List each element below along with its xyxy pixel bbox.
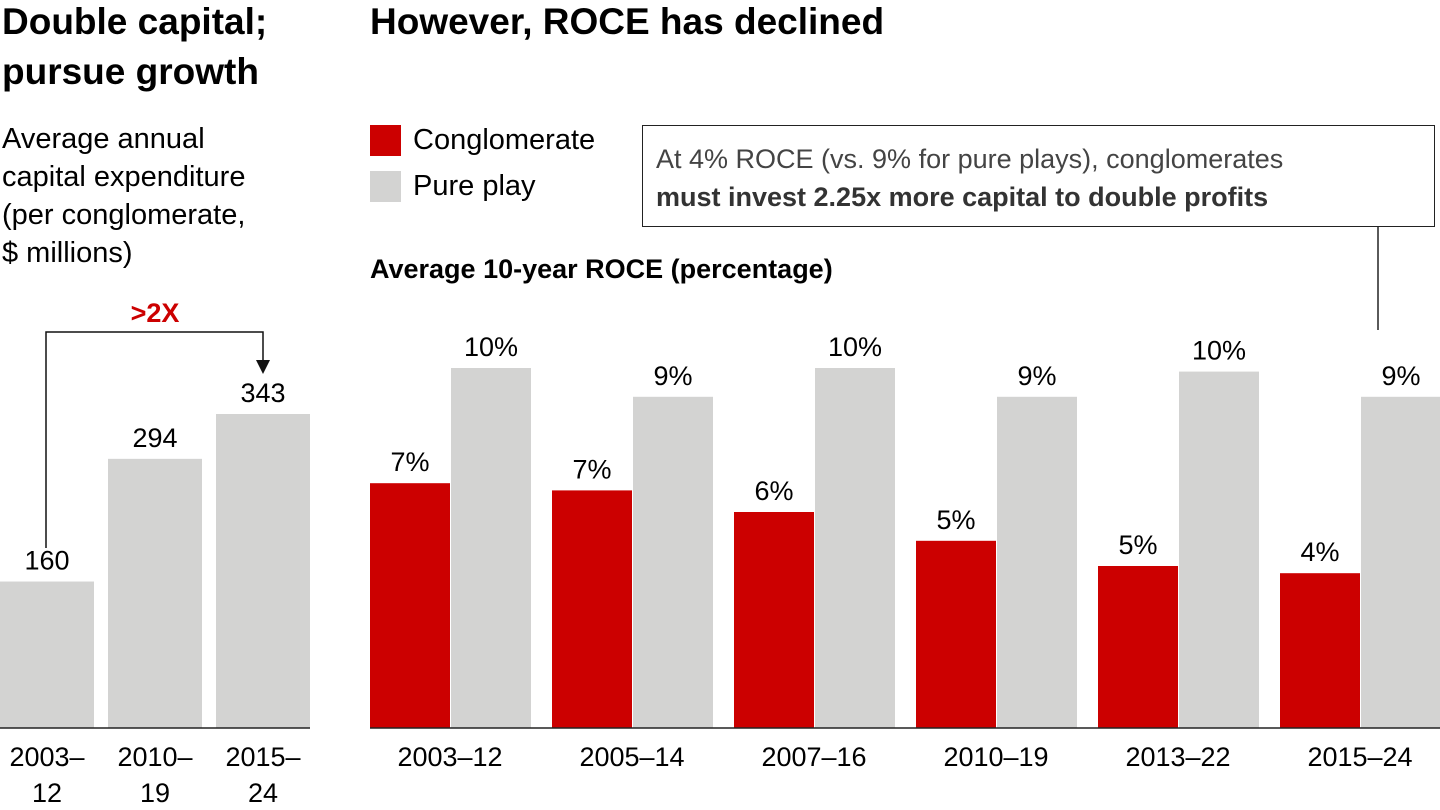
conglomerate-bar xyxy=(1280,573,1360,728)
x-tick-label: 2015– xyxy=(225,742,300,772)
x-tick-label: 2015–24 xyxy=(1307,742,1412,772)
pure-play-value-label: 9% xyxy=(1381,361,1420,391)
capex-bar xyxy=(216,414,310,728)
x-tick-label: 19 xyxy=(140,778,170,808)
x-tick-label: 2010– xyxy=(117,742,192,772)
pure-play-value-label: 10% xyxy=(828,332,882,362)
pure-play-bar xyxy=(1361,396,1440,728)
left-subtitle-3: (per conglomerate, xyxy=(2,199,246,231)
capex-value-label: 160 xyxy=(24,546,69,576)
x-tick-label: 2003–12 xyxy=(397,742,502,772)
left-title-line1: Double capital; xyxy=(2,1,268,42)
right-title: However, ROCE has declined xyxy=(370,1,885,42)
x-tick-label: 2007–16 xyxy=(761,742,866,772)
conglomerate-value-label: 5% xyxy=(936,505,975,535)
pure-play-bar xyxy=(451,368,531,728)
conglomerate-value-label: 6% xyxy=(754,476,793,506)
x-tick-label: 2013–22 xyxy=(1125,742,1230,772)
x-tick-label: 12 xyxy=(32,778,62,808)
callout-box: At 4% ROCE (vs. 9% for pure plays), cong… xyxy=(642,125,1435,227)
conglomerate-value-label: 7% xyxy=(390,447,429,477)
conglomerate-value-label: 7% xyxy=(572,454,611,484)
callout-line1: At 4% ROCE (vs. 9% for pure plays), cong… xyxy=(656,144,1284,174)
arrow-head-icon xyxy=(256,360,270,374)
left-subtitle-1: Average annual xyxy=(2,123,205,155)
x-tick-label: 2010–19 xyxy=(943,742,1048,772)
x-tick-label: 2003– xyxy=(9,742,84,772)
chart-label: Average 10-year ROCE (percentage) xyxy=(370,254,833,284)
pure-play-bar xyxy=(1179,371,1259,728)
pure-play-value-label: 9% xyxy=(653,361,692,391)
legend-conglomerate: Conglomerate xyxy=(370,124,595,157)
growth-bracket xyxy=(45,331,264,548)
legend-label: Conglomerate xyxy=(413,124,596,156)
pure-play-bar xyxy=(815,368,895,728)
conglomerate-bar xyxy=(552,490,632,728)
left-title-line2: pursue growth xyxy=(2,51,259,92)
legend-label: Pure play xyxy=(413,170,536,202)
callout-line2: must invest 2.25x more capital to double… xyxy=(656,182,1269,212)
conglomerate-bar xyxy=(1098,566,1178,728)
conglomerate-value-label: 4% xyxy=(1300,537,1339,567)
x-tick-label: 2005–14 xyxy=(579,742,684,772)
pure-play-value-label: 9% xyxy=(1017,361,1056,391)
conglomerate-value-label: 5% xyxy=(1118,530,1157,560)
legend-swatch-conglomerate xyxy=(370,125,401,156)
pure-play-bar xyxy=(633,396,713,728)
pure-play-value-label: 10% xyxy=(464,332,518,362)
conglomerate-bar xyxy=(916,540,996,728)
pure-play-bar xyxy=(997,396,1077,728)
capex-value-label: 343 xyxy=(240,378,285,408)
pure-play-value-label: 10% xyxy=(1192,336,1246,366)
legend-pure-play: Pure play xyxy=(370,170,536,203)
left-subtitle-2: capital expenditure xyxy=(2,161,246,193)
left-subtitle-4: $ millions) xyxy=(2,237,133,269)
legend-swatch-pure-play xyxy=(370,171,401,202)
conglomerate-bar xyxy=(734,512,814,728)
capex-value-label: 294 xyxy=(132,423,177,453)
x-tick-label: 24 xyxy=(248,778,278,808)
growth-annotation: >2X xyxy=(131,298,180,328)
capex-bar xyxy=(0,581,94,728)
conglomerate-bar xyxy=(370,483,450,728)
capex-bar xyxy=(108,458,202,728)
